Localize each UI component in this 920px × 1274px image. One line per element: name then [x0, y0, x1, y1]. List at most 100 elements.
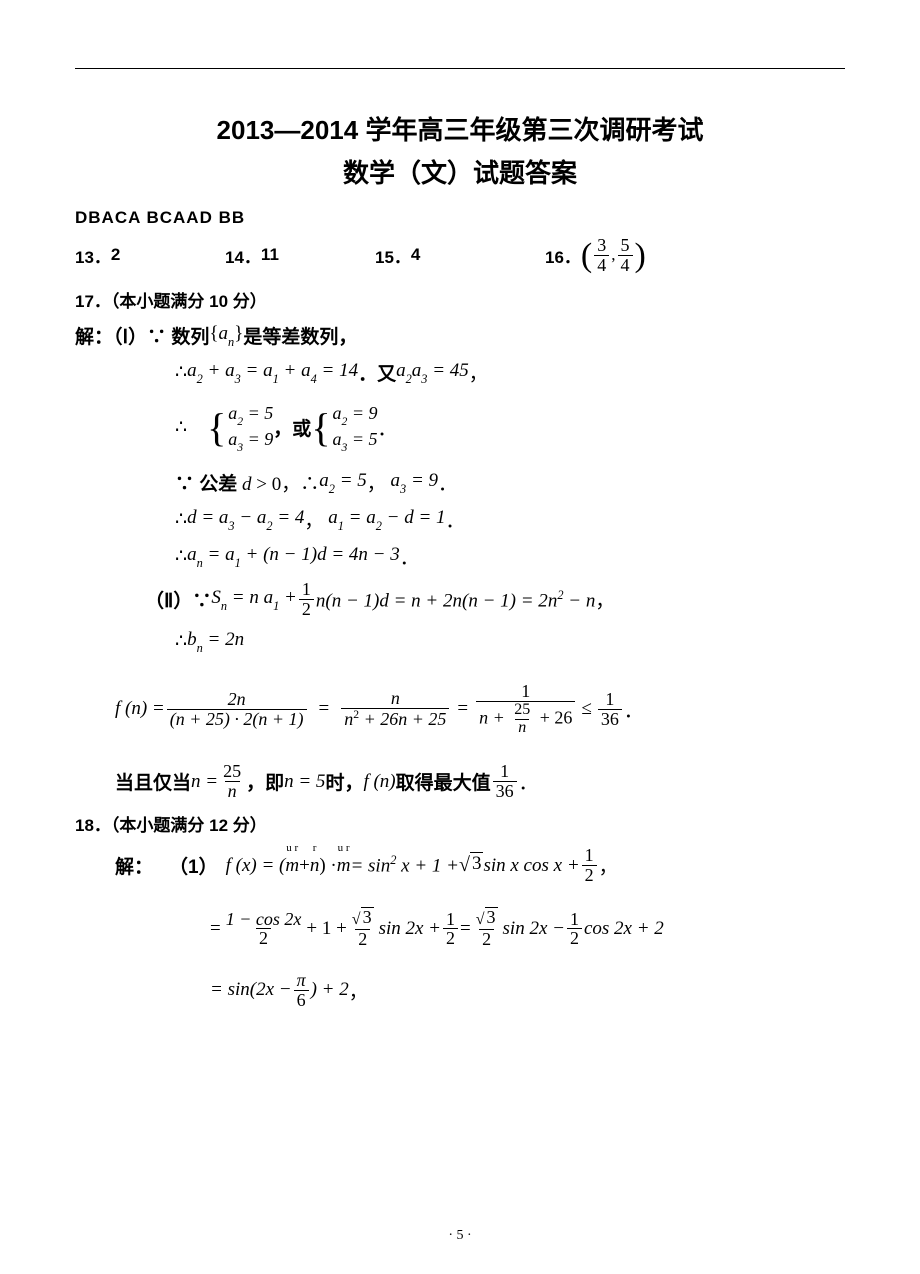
q17-open-tail: 是等差数列，	[243, 322, 357, 349]
when-text: 时，	[325, 768, 363, 795]
eq-4: =	[210, 918, 221, 940]
leq: ≤	[581, 698, 591, 720]
fn3-den-right: + 26	[540, 707, 573, 727]
l2f1-den: 2	[256, 928, 271, 948]
seq-var: a	[219, 323, 229, 344]
q17-open-text: 解：（Ⅰ）∵ 数列	[75, 322, 209, 349]
part2-label: （Ⅱ）∵	[145, 586, 211, 613]
q17-l4: ∴ d = a3 − a2 = 4 ， a1 = a2 − d = 1 ．	[75, 506, 845, 533]
title-line-2: 数学（文）试题答案	[75, 153, 845, 190]
comma-6: ，	[349, 977, 368, 1004]
comma-1: ，	[469, 359, 488, 386]
q16-left-num: 3	[594, 236, 609, 255]
q16-left-den: 4	[594, 255, 609, 275]
comma-4: ，	[595, 586, 614, 613]
therefore-3: ，∴	[281, 469, 319, 496]
fn-lhs: f (n) =	[115, 698, 165, 720]
q16: 16． ( 34 , 54 )	[545, 236, 646, 275]
therefore-1: ∴	[175, 361, 187, 384]
comma-5: ，	[599, 852, 618, 879]
fn3-den-left: n +	[479, 707, 505, 727]
comma-2: ，	[367, 469, 386, 496]
half-num: 1	[299, 580, 314, 599]
l2f4-den: 2	[479, 929, 494, 949]
concl-fn: f (n)	[363, 771, 395, 793]
fn3-inner-den: n	[515, 719, 529, 737]
therefore-6: ∴	[175, 630, 187, 653]
max-text: 取得最大值	[396, 768, 491, 795]
case-b: { a2 = 9 a3 = 5	[311, 402, 377, 454]
fn4-den: 36	[598, 709, 622, 729]
concl-den: n	[225, 781, 240, 801]
l2f1-num: 1 − cos 2x	[223, 910, 305, 929]
seq-sub: n	[228, 335, 234, 349]
eq-2: =	[319, 698, 330, 720]
comma-3: ，	[304, 506, 323, 533]
period-4: ．	[400, 543, 419, 570]
page: 2013—2014 学年高三年级第三次调研考试 数学（文）试题答案 DBACA …	[0, 0, 920, 1274]
q14-ans: 11	[261, 245, 279, 265]
l2f3-num: 1	[443, 910, 458, 929]
vec-m: m	[285, 855, 299, 877]
period-2: ．	[438, 469, 457, 496]
sqrt3-a: √3	[459, 854, 483, 877]
q18-part1: （1）	[169, 852, 218, 879]
q17-l3: ∵ 公差 d > 0 ，∴ a2 = 5 ， a3 = 9 ．	[75, 469, 845, 496]
sqrt3-a-arg: 3	[470, 852, 484, 875]
max-den: 36	[493, 781, 517, 801]
q15: 15． 4	[375, 243, 545, 268]
or-text: ，或	[273, 414, 311, 441]
q17-fn: f (n) = 2n (n + 25) · 2(n + 1) = n n2 + …	[75, 682, 643, 736]
max-num: 1	[497, 762, 512, 781]
page-number: · 5 ·	[0, 1228, 920, 1244]
q15-ans: 4	[411, 245, 420, 265]
l3-pre: = sin(2x −	[210, 979, 292, 1001]
half-den: 2	[299, 599, 314, 619]
fill-answers-line: 13． 2 14． 11 15． 4 16． ( 34 , 54 )	[75, 236, 845, 275]
q18-fx: f (x) = (	[226, 855, 286, 877]
therefore-4: ∴	[175, 508, 187, 531]
q17-l5: ∴ an = a1 + (n − 1)d = 4n − 3 ．	[75, 543, 845, 570]
fn1-den: (n + 25) · 2(n + 1)	[167, 709, 307, 729]
fn3-den: n + 25n + 26	[476, 701, 575, 737]
q13-label: 13．	[75, 243, 111, 268]
q17-concl: 当且仅当 n = 25n ，即 n = 5 时， f (n) 取得最大值 136…	[75, 762, 845, 801]
period-3: ．	[446, 506, 465, 533]
vec-n: n	[310, 855, 320, 877]
period-5: ．	[624, 696, 643, 723]
eq-5: =	[460, 918, 471, 940]
q18-sol-label: 解：	[115, 852, 153, 879]
plus: +	[299, 855, 310, 877]
pi-den: 6	[294, 990, 309, 1010]
after-sqrt: sin x cos x +	[483, 855, 579, 877]
iff-text: 当且仅当	[115, 768, 191, 795]
top-rule	[75, 68, 845, 69]
l2f3-den: 2	[443, 928, 458, 948]
q16-interval: ( 34 , 54 )	[581, 236, 646, 275]
q17-l1: ∴ a2 + a3 = a1 + a4 = 14 ．又 a2a3 = 45 ，	[75, 359, 845, 386]
q18-l1: 解： （1） f (x) = ( m + n ) · m = sin2 x + …	[75, 846, 845, 885]
cos2x-text: cos 2x + 2	[584, 918, 664, 940]
dot: ) ·	[319, 855, 336, 877]
q18-l2: = 1 − cos 2x2 + 1 + √3 2 sin 2x + 12 = √…	[75, 909, 664, 949]
l3-post: ) + 2	[311, 979, 349, 1001]
therefore-2: ∴	[175, 416, 187, 439]
title-line-1: 2013—2014 学年高三年级第三次调研考试	[75, 110, 845, 147]
vec-m2: m	[337, 855, 351, 877]
therefore-5: ∴	[175, 545, 187, 568]
mc-answers: DBACA BCAAD BB	[75, 208, 845, 228]
l2f2-num: 3	[361, 907, 374, 927]
half2-den: 2	[582, 865, 597, 885]
q17-l2: ∴ { a2 = 5 a3 = 9 ，或 { a2 = 9 a3 = 5 ．	[75, 402, 845, 454]
l2f5-den: 2	[567, 928, 582, 948]
q14: 14． 11	[225, 243, 375, 268]
eq-3: =	[457, 698, 468, 720]
half2-num: 1	[582, 846, 597, 865]
q16-label: 16．	[545, 243, 581, 268]
fn2-num: n	[388, 689, 403, 708]
q13-ans: 2	[111, 245, 120, 265]
fn4-num: 1	[602, 690, 617, 709]
sin2x2-text: sin 2x −	[503, 918, 565, 940]
fn3-num: 1	[518, 682, 533, 701]
concl-n5: n = 5	[284, 771, 325, 793]
